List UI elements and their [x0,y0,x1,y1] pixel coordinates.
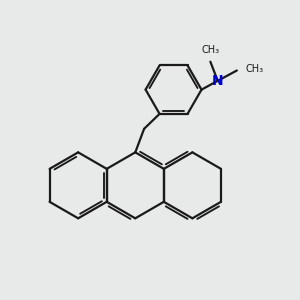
Text: N: N [212,74,224,88]
Text: CH₃: CH₃ [201,45,219,55]
Text: CH₃: CH₃ [245,64,263,74]
